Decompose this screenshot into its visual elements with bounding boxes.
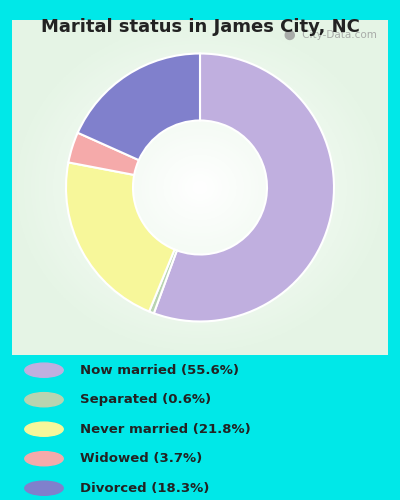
Text: Now married (55.6%): Now married (55.6%) <box>80 364 239 376</box>
Circle shape <box>25 452 63 466</box>
Text: Separated (0.6%): Separated (0.6%) <box>80 393 211 406</box>
Wedge shape <box>66 162 174 312</box>
Circle shape <box>25 363 63 378</box>
Wedge shape <box>78 54 200 160</box>
Text: Marital status in James City, NC: Marital status in James City, NC <box>40 18 360 36</box>
Wedge shape <box>68 132 139 175</box>
Circle shape <box>25 392 63 407</box>
Wedge shape <box>154 54 334 322</box>
Circle shape <box>25 422 63 436</box>
Text: Widowed (3.7%): Widowed (3.7%) <box>80 452 202 465</box>
Wedge shape <box>149 250 177 314</box>
Text: ⬤  City-Data.com: ⬤ City-Data.com <box>284 30 377 40</box>
Text: Divorced (18.3%): Divorced (18.3%) <box>80 482 209 494</box>
Text: Never married (21.8%): Never married (21.8%) <box>80 422 251 436</box>
Circle shape <box>25 481 63 496</box>
